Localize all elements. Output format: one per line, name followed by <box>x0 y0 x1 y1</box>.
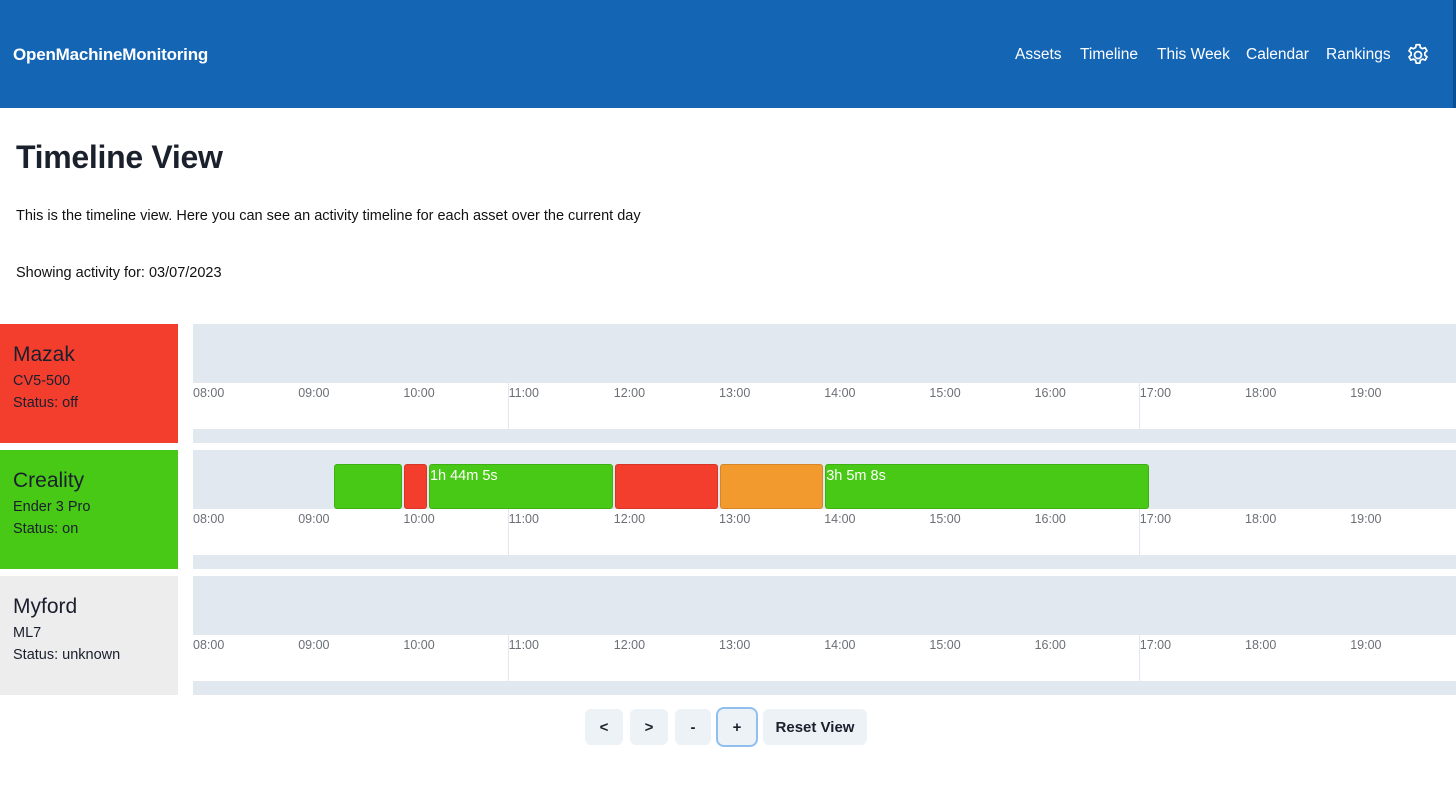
grid-line <box>1138 383 1140 429</box>
asset-status: Status: off <box>13 395 79 411</box>
zoom-out-button[interactable]: - <box>675 709 711 745</box>
time-tick-label: 10:00 <box>403 386 435 400</box>
timeline-track-creality[interactable]: 08:00 09:00 10:00 11:00 12:00 13:00 14:00 15:00… <box>193 450 1456 569</box>
activity-segment-off[interactable] <box>614 464 718 509</box>
track-footer-band <box>193 681 1456 695</box>
time-tick-label: 15:00 <box>929 638 961 652</box>
activity-segment-on[interactable]: 3h 5m 8s <box>825 464 1150 509</box>
pan-left-button[interactable]: < <box>585 709 623 745</box>
time-tick-label: 12:00 <box>613 512 646 526</box>
asset-card-creality[interactable]: Creality Ender 3 Pro Status: on <box>0 450 178 569</box>
time-tick-label: 13:00 <box>719 386 751 400</box>
time-tick-label: 10:00 <box>403 638 435 652</box>
asset-model: CV5-500 <box>13 373 71 389</box>
time-tick-label: 10:00 <box>403 512 435 526</box>
time-tick-label: 12:00 <box>613 638 646 652</box>
activity-segment-on[interactable] <box>334 464 403 509</box>
gear-icon[interactable] <box>1405 42 1431 68</box>
segment-duration-label: 3h 5m 8s <box>826 468 886 484</box>
time-tick-label: 11:00 <box>508 386 539 400</box>
time-tick-label: 18:00 <box>1245 512 1277 526</box>
time-tick-label: 08:00 <box>193 512 225 526</box>
track-footer-band <box>193 555 1456 569</box>
asset-card-mazak[interactable]: Mazak CV5-500 Status: off <box>0 324 178 443</box>
time-tick-label: 18:00 <box>1245 638 1277 652</box>
nav-link-timeline[interactable]: Timeline <box>1080 46 1138 63</box>
time-tick-label: 17:00 <box>1139 512 1172 526</box>
brand-title[interactable]: OpenMachineMonitoring <box>13 45 209 64</box>
time-tick-label: 14:00 <box>824 386 856 400</box>
grid-line <box>507 635 509 681</box>
time-tick-label: 11:00 <box>508 638 539 652</box>
asset-status: Status: unknown <box>13 647 121 663</box>
time-tick-label: 16:00 <box>1034 638 1066 652</box>
time-tick-label: 13:00 <box>719 512 751 526</box>
time-tick-label: 15:00 <box>929 512 961 526</box>
activity-segment-on[interactable]: 1h 44m 5s <box>428 464 613 509</box>
nav-link-this-week[interactable]: This Week <box>1157 46 1230 63</box>
track-activity-band <box>193 576 1456 635</box>
asset-name: Creality <box>13 469 85 492</box>
timeline-controls: < > - + Reset View <box>0 709 1456 745</box>
asset-name: Myford <box>13 595 78 618</box>
segment-duration-label: 1h 44m 5s <box>429 468 498 484</box>
timeline-track-mazak[interactable]: 08:00 09:00 10:00 11:00 12:00 13:00 14:00 15:00… <box>193 324 1456 443</box>
page-description: This is the timeline view. Here you can … <box>16 208 641 224</box>
navbar: OpenMachineMonitoring Assets Timeline Th… <box>0 0 1456 108</box>
time-tick-label: 19:00 <box>1350 638 1382 652</box>
asset-card-myford[interactable]: Myford ML7 Status: unknown <box>0 576 178 695</box>
time-tick-label: 11:00 <box>508 512 539 526</box>
time-tick-label: 12:00 <box>613 386 646 400</box>
time-tick-label: 15:00 <box>929 386 961 400</box>
track-activity-band <box>193 450 1456 509</box>
time-tick-label: 09:00 <box>298 386 330 400</box>
time-tick-label: 14:00 <box>824 638 856 652</box>
asset-model: ML7 <box>13 625 42 641</box>
time-tick-label: 19:00 <box>1350 386 1382 400</box>
grid-line <box>1138 635 1140 681</box>
time-tick-label: 18:00 <box>1245 386 1277 400</box>
time-tick-label: 16:00 <box>1034 386 1066 400</box>
activity-date: Showing activity for: 03/07/2023 <box>16 265 222 281</box>
time-tick-label: 08:00 <box>193 638 225 652</box>
nav-link-calendar[interactable]: Calendar <box>1246 46 1309 63</box>
activity-segment-idle[interactable] <box>720 464 824 509</box>
time-tick-label: 19:00 <box>1350 512 1382 526</box>
track-footer-band <box>193 429 1456 443</box>
time-tick-label: 17:00 <box>1139 386 1172 400</box>
asset-status: Status: on <box>13 521 79 537</box>
grid-line <box>507 509 509 555</box>
time-tick-label: 08:00 <box>193 386 225 400</box>
grid-line <box>1138 509 1140 555</box>
time-tick-label: 17:00 <box>1139 638 1172 652</box>
track-activity-band <box>193 324 1456 383</box>
nav-link-rankings[interactable]: Rankings <box>1326 46 1391 63</box>
activity-segment-off[interactable] <box>404 464 427 509</box>
page-title: Timeline View <box>16 139 223 175</box>
pan-right-button[interactable]: > <box>630 709 668 745</box>
zoom-in-button[interactable]: + <box>718 709 756 745</box>
time-tick-label: 16:00 <box>1034 512 1066 526</box>
time-tick-label: 09:00 <box>298 512 330 526</box>
grid-line <box>507 383 509 429</box>
asset-model: Ender 3 Pro <box>13 499 91 515</box>
nav-link-assets[interactable]: Assets <box>1015 46 1062 63</box>
time-tick-label: 14:00 <box>824 512 856 526</box>
time-tick-label: 13:00 <box>719 638 751 652</box>
time-tick-label: 09:00 <box>298 638 330 652</box>
reset-view-button[interactable]: Reset View <box>763 709 867 745</box>
timeline-track-myford[interactable]: 08:00 09:00 10:00 11:00 12:00 13:00 14:00 15:00… <box>193 576 1456 695</box>
asset-name: Mazak <box>13 343 75 366</box>
